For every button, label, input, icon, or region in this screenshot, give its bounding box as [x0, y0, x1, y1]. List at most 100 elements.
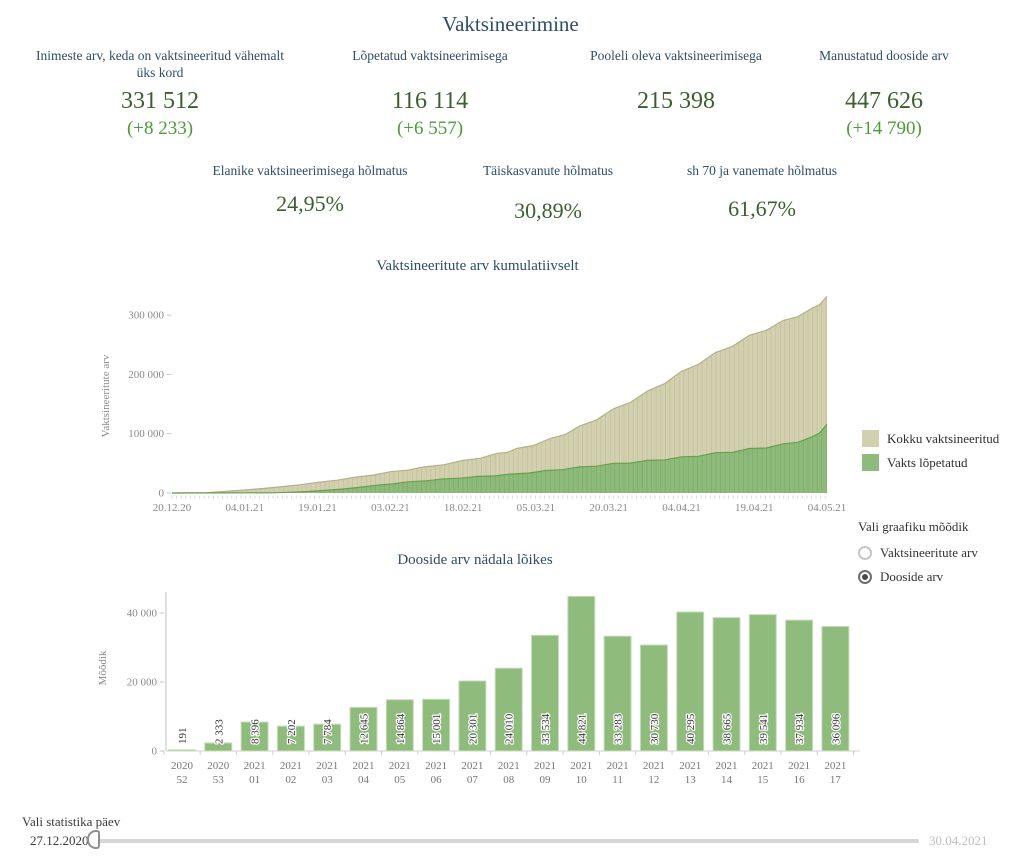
svg-text:16: 16 — [794, 774, 806, 786]
weekly-doses-bar-chart[interactable]: 0 20 000 40 000 191 2020 52 2 333 2020 53 8 396 20… — [85, 578, 885, 793]
coverage-card-adults: Täiskasvanute hõlmatus 30,89% — [418, 163, 678, 224]
svg-text:03: 03 — [322, 774, 334, 786]
svg-text:2021: 2021 — [389, 760, 411, 772]
svg-text:04.05.21: 04.05.21 — [808, 502, 847, 514]
svg-text:2021: 2021 — [643, 760, 665, 772]
kpi-value: 447 626 — [845, 88, 923, 114]
legend-item-total: Kokku vaktsineeritud — [862, 430, 999, 447]
svg-text:52: 52 — [177, 774, 188, 786]
svg-text:2021: 2021 — [679, 760, 701, 772]
svg-text:2 333: 2 333 — [213, 719, 225, 744]
svg-text:20 000: 20 000 — [127, 677, 158, 689]
svg-text:2021: 2021 — [316, 760, 338, 772]
legend-label-completed: Vakts lõpetatud — [887, 454, 968, 470]
svg-text:2021: 2021 — [534, 760, 556, 772]
radio-icon[interactable] — [858, 546, 872, 560]
svg-text:300 000: 300 000 — [128, 310, 164, 322]
svg-text:40 000: 40 000 — [127, 608, 158, 620]
date-slider-start-value: 27.12.2020 — [30, 833, 89, 848]
date-slider-track[interactable] — [95, 839, 919, 843]
svg-text:0: 0 — [152, 746, 158, 758]
svg-text:24 010: 24 010 — [504, 713, 516, 744]
svg-text:03.02.21: 03.02.21 — [371, 502, 410, 514]
svg-text:44 821: 44 821 — [576, 714, 588, 744]
svg-text:2020: 2020 — [171, 760, 194, 772]
svg-text:04.04.21: 04.04.21 — [662, 502, 701, 514]
kpi-delta: (+6 557) — [396, 118, 464, 139]
coverage-label: sh 70 ja vanemate hõlmatus — [687, 163, 837, 178]
svg-text:2021: 2021 — [570, 760, 592, 772]
svg-text:17: 17 — [830, 774, 842, 786]
svg-text:20.03.21: 20.03.21 — [589, 502, 628, 514]
svg-text:2021: 2021 — [752, 760, 774, 772]
radio-label: Vaktsineeritute arv — [880, 545, 978, 560]
radio-icon[interactable] — [858, 570, 872, 584]
svg-text:14: 14 — [721, 774, 733, 786]
svg-text:2021: 2021 — [824, 760, 846, 772]
svg-text:05: 05 — [394, 774, 406, 786]
svg-text:30 730: 30 730 — [649, 713, 661, 744]
svg-text:40 295: 40 295 — [685, 713, 697, 744]
svg-text:2021: 2021 — [716, 760, 738, 772]
coverage-value: 61,67% — [728, 196, 796, 221]
date-slider-label: Vali statistika päev — [22, 814, 121, 829]
svg-text:191: 191 — [177, 728, 189, 745]
svg-text:06: 06 — [431, 774, 443, 786]
kpi-value: 215 398 — [637, 88, 715, 114]
svg-text:10: 10 — [576, 774, 588, 786]
svg-text:39 541: 39 541 — [758, 714, 770, 744]
metric-selector-title: Vali graafiku mõõdik — [858, 519, 969, 534]
cumulative-area-chart[interactable]: 0 100 000 200 000 300 000 20.12.20 04.01.21 19… — [100, 286, 860, 521]
svg-text:2021: 2021 — [788, 760, 810, 772]
svg-text:2021: 2021 — [244, 760, 266, 772]
svg-text:15 001: 15 001 — [431, 714, 443, 744]
date-slider-handle[interactable] — [87, 830, 100, 849]
svg-text:20.12.20: 20.12.20 — [153, 502, 192, 514]
svg-text:05.03.21: 05.03.21 — [517, 502, 556, 514]
svg-text:2021: 2021 — [353, 760, 375, 772]
coverage-card-population: Elanike vaktsineerimisega hõlmatus 24,95… — [180, 163, 440, 217]
svg-text:11: 11 — [612, 774, 623, 786]
svg-text:2021: 2021 — [461, 760, 483, 772]
legend-swatch-total — [862, 430, 879, 447]
kpi-value: 331 512 — [121, 88, 199, 114]
radio-option-doses-count[interactable]: Dooside arv — [858, 569, 978, 585]
date-slider-end-value: 30.04.2021 — [929, 833, 988, 848]
kpi-label: Inimeste arv, keda on vaktsineeritud väh… — [35, 48, 285, 80]
svg-text:19.04.21: 19.04.21 — [735, 502, 774, 514]
kpi-delta: (+8 233) — [126, 118, 194, 139]
kpi-label: Lõpetatud vaktsineerimisega — [352, 48, 508, 63]
svg-text:02: 02 — [285, 774, 296, 786]
radio-label: Dooside arv — [880, 569, 944, 584]
kpi-label: Manustatud dooside arv — [819, 48, 949, 63]
kpi-card-completed: Lõpetatud vaktsineerimisega 116 114 (+6 … — [320, 48, 540, 140]
weekly-chart-title: Dooside arv nädala lõikes — [397, 552, 553, 568]
svg-text:38 665: 38 665 — [722, 713, 734, 744]
kpi-card-vaccinated-once: Inimeste arv, keda on vaktsineeritud väh… — [30, 48, 290, 140]
svg-text:2021: 2021 — [425, 760, 447, 772]
cumulative-chart-title: Vaktsineeritute arv kumulatiivselt — [376, 258, 579, 274]
kpi-card-in-progress: Pooleli oleva vaktsineerimisega 215 398 — [566, 48, 786, 118]
legend-item-completed: Vakts lõpetatud — [862, 454, 999, 471]
svg-text:37 934: 37 934 — [794, 713, 806, 744]
svg-text:33 534: 33 534 — [540, 713, 552, 744]
kpi-delta: (+14 790) — [846, 118, 922, 139]
radio-option-vaccinated-count[interactable]: Vaktsineeritute arv — [858, 545, 978, 561]
svg-text:13: 13 — [685, 774, 697, 786]
legend-swatch-completed — [862, 454, 879, 471]
svg-text:2021: 2021 — [498, 760, 520, 772]
svg-text:2021: 2021 — [280, 760, 302, 772]
kpi-value: 116 114 — [391, 88, 469, 114]
svg-text:7 784: 7 784 — [322, 719, 334, 744]
svg-text:200 000: 200 000 — [128, 369, 164, 381]
svg-text:53: 53 — [213, 774, 225, 786]
svg-text:15: 15 — [757, 774, 769, 786]
legend: Kokku vaktsineeritud Vakts lõpetatud — [862, 430, 999, 478]
svg-text:33 283: 33 283 — [613, 713, 625, 744]
svg-text:08: 08 — [503, 774, 515, 786]
svg-text:01: 01 — [249, 774, 260, 786]
coverage-value: 30,89% — [514, 198, 582, 223]
svg-text:0: 0 — [159, 488, 165, 500]
svg-text:2020: 2020 — [207, 760, 230, 772]
